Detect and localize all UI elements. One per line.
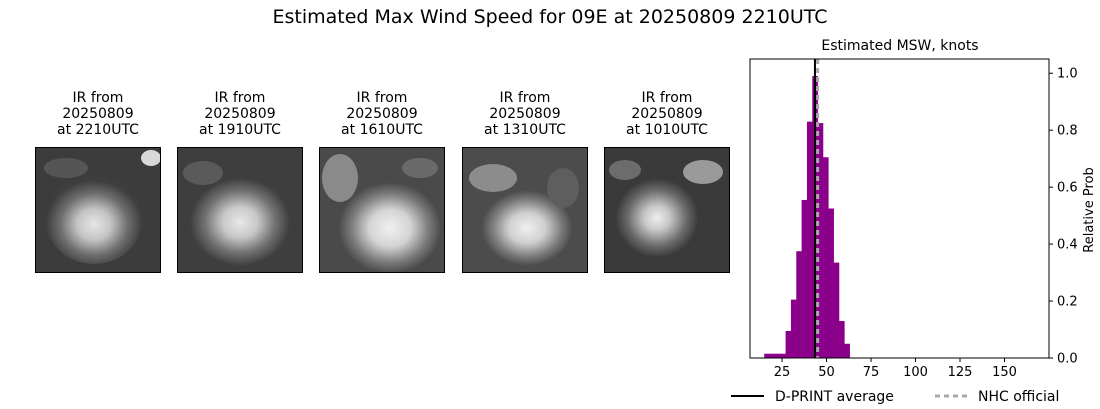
- ir-title-date: 20250809: [62, 106, 134, 122]
- ir-panel-title: IR from 20250809 at 1310UTC: [455, 90, 595, 138]
- legend-label-nhc: NHC official: [978, 389, 1059, 405]
- ir-panel-title: IR from 20250809 at 1610UTC: [312, 90, 452, 138]
- ir-panel-title: IR from 20250809 at 1910UTC: [170, 90, 310, 138]
- ir-title-line: IR from: [356, 90, 408, 106]
- y-tick-label: 1.0: [1057, 67, 1078, 82]
- ir-title-line: IR from: [72, 90, 124, 106]
- ir-title-time: at 1610UTC: [341, 122, 423, 138]
- histogram-bar: [806, 121, 813, 359]
- histogram-bar: [817, 123, 824, 358]
- ir-satellite-image: [462, 147, 588, 273]
- histogram-bar: [764, 353, 770, 358]
- histogram-bar: [844, 343, 850, 358]
- histogram-bars: [764, 76, 850, 359]
- x-tick-label: 25: [774, 365, 791, 380]
- ir-satellite-image: [177, 147, 303, 273]
- x-axis: 25 50 75 100 125 150: [774, 358, 1017, 380]
- x-tick-label: 125: [948, 365, 973, 380]
- y-tick-label: 0.8: [1057, 124, 1078, 139]
- ir-title-date: 20250809: [489, 106, 561, 122]
- ir-satellite-image: [319, 147, 445, 273]
- ir-title-date: 20250809: [204, 106, 276, 122]
- ir-title-date: 20250809: [631, 106, 703, 122]
- ir-satellite-image: [604, 147, 730, 273]
- histogram-bar: [780, 353, 786, 358]
- ir-title-line: IR from: [214, 90, 266, 106]
- chart-title: Estimated MSW, knots: [821, 38, 978, 54]
- figure-title: Estimated Max Wind Speed for 09E at 2025…: [272, 6, 828, 28]
- ir-title-time: at 1010UTC: [626, 122, 708, 138]
- histogram-bar: [774, 353, 781, 358]
- ir-panel-title: IR from 20250809 at 2210UTC: [28, 90, 168, 138]
- x-tick-label: 50: [818, 365, 835, 380]
- reference-lines: [813, 59, 820, 358]
- ir-satellite-image: [35, 147, 161, 273]
- y-tick-label: 0.0: [1057, 352, 1078, 367]
- histogram-bar: [822, 157, 829, 358]
- y-tick-label: 0.2: [1057, 295, 1078, 310]
- histogram-bar: [838, 320, 845, 358]
- y-tick-label: 0.6: [1057, 181, 1078, 196]
- y-axis: 0.0 0.2 0.4 0.6 0.8 1.0: [1049, 67, 1078, 367]
- histogram-bar: [785, 330, 792, 358]
- ir-title-time: at 1910UTC: [199, 122, 281, 138]
- histogram-bar: [828, 208, 834, 358]
- x-tick-label: 150: [992, 365, 1017, 380]
- y-axis-label: Relative Prob: [1082, 167, 1097, 252]
- x-tick-label: 100: [903, 365, 928, 380]
- legend: D-PRINT average NHC official: [731, 389, 1059, 405]
- ir-title-time: at 2210UTC: [57, 122, 139, 138]
- y-tick-label: 0.4: [1057, 238, 1078, 253]
- ir-title-line: IR from: [499, 90, 551, 106]
- ir-panel-title: IR from 20250809 at 1010UTC: [597, 90, 737, 138]
- x-tick-label: 75: [863, 365, 880, 380]
- ir-title-line: IR from: [641, 90, 693, 106]
- ir-title-time: at 1310UTC: [484, 122, 566, 138]
- histogram-bar: [801, 199, 808, 358]
- histogram-bar: [790, 299, 797, 358]
- ir-title-date: 20250809: [346, 106, 418, 122]
- plot-frame: [749, 58, 1050, 359]
- histogram-bar: [833, 262, 840, 358]
- legend-label-dprint: D-PRINT average: [775, 389, 894, 405]
- histogram-bar: [796, 251, 802, 358]
- histogram-bar: [769, 353, 776, 358]
